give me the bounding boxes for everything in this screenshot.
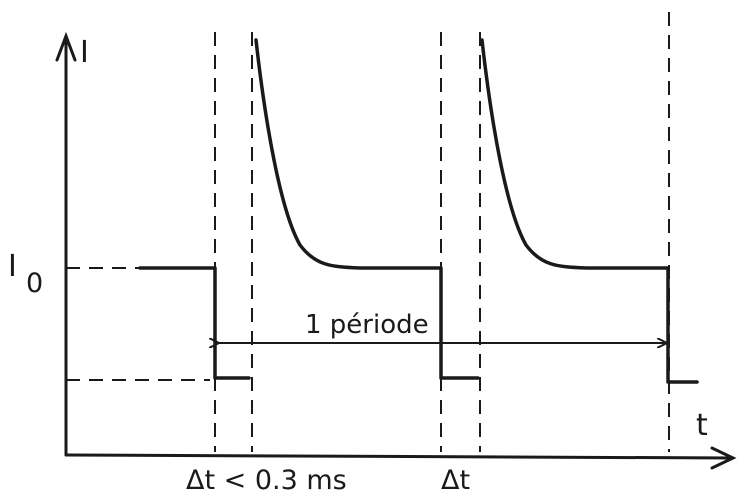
y-axis-label: I [80,35,89,70]
i0-subscript: 0 [26,268,43,299]
period-label: 1 période [305,310,429,340]
dt-first-label: Δt < 0.3 ms [186,465,347,496]
y-axis-arrowhead [55,31,77,62]
dashed-guides [66,12,670,452]
i0-label: I [8,249,17,284]
current-waveform [138,38,699,384]
dt-second-label: Δt [441,465,470,496]
x-axis [64,453,735,460]
x-axis-label: t [696,408,708,443]
axes [55,31,737,470]
x-axis-arrowhead [710,446,737,470]
